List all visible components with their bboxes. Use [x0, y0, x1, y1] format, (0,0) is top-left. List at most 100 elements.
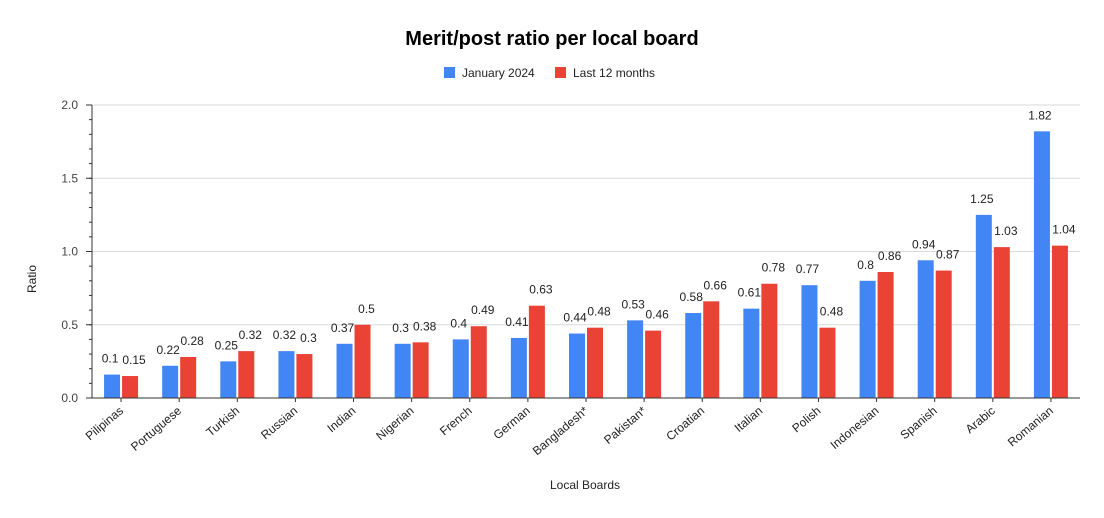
x-tick-label-indian: Indian — [324, 404, 358, 436]
x-tick-label-nigerian: Nigerian — [373, 404, 416, 443]
y-tick-label: 1.5 — [61, 171, 78, 185]
data-label-last-12-months-spanish: 0.87 — [936, 248, 960, 262]
data-label-january-2024-nigerian: 0.3 — [392, 321, 409, 335]
bar-last-12-months-italian — [761, 283, 778, 398]
y-tick-label: 0.0 — [61, 391, 78, 405]
bar-january-2024-indian — [336, 343, 353, 398]
data-label-january-2024-german: 0.41 — [505, 315, 529, 329]
data-label-last-12-months-indonesian: 0.86 — [878, 249, 902, 263]
data-label-last-12-months-indian: 0.5 — [358, 302, 375, 316]
bar-january-2024-italian — [743, 308, 760, 398]
x-tick-label-romanian: Romanian — [1005, 404, 1056, 450]
bar-last-12-months-turkish — [238, 351, 255, 398]
data-label-last-12-months-russian: 0.3 — [300, 331, 317, 345]
x-tick-label-pilipinas: Pilipinas — [83, 404, 126, 443]
data-label-last-12-months-bangladesh: 0.48 — [587, 305, 611, 319]
bar-last-12-months-nigerian — [412, 342, 429, 398]
data-label-january-2024-russian: 0.32 — [273, 328, 297, 342]
bar-january-2024-romanian — [1033, 131, 1050, 398]
bar-january-2024-turkish — [220, 361, 237, 398]
bar-last-12-months-polish — [819, 327, 836, 398]
x-tick-label-russian: Russian — [258, 404, 300, 443]
data-label-january-2024-arabic: 1.25 — [970, 192, 994, 206]
data-label-january-2024-polish: 0.77 — [796, 262, 820, 276]
bar-january-2024-arabic — [975, 214, 992, 398]
data-label-january-2024-italian: 0.61 — [738, 286, 762, 300]
bar-january-2024-indonesian — [859, 280, 876, 398]
y-tick-label: 2.0 — [61, 98, 78, 112]
x-tick-label-turkish: Turkish — [203, 404, 242, 440]
x-tick-label-italian: Italian — [732, 404, 766, 435]
bar-january-2024-nigerian — [394, 343, 411, 398]
legend: January 2024 Last 12 months — [444, 66, 655, 80]
bar-last-12-months-french — [470, 326, 487, 398]
bar-last-12-months-bangladesh — [587, 327, 603, 398]
bar-january-2024-bangladesh — [569, 333, 585, 398]
data-label-january-2024-turkish: 0.25 — [215, 338, 239, 352]
data-label-january-2024-indian: 0.37 — [331, 321, 355, 335]
data-labels: 0.1 0.150.220.28 0.250.32 0.32 0.30.370.50.3… — [102, 108, 1076, 367]
data-label-last-12-months-portuguese: 0.28 — [180, 334, 204, 348]
data-label-last-12-months-arabic: 1.03 — [994, 224, 1018, 238]
data-label-january-2024-french: 0.4 — [450, 316, 467, 330]
bar-last-12-months-indian — [354, 324, 371, 398]
data-label-last-12-months-french: 0.49 — [471, 303, 495, 317]
legend-label-last-12-months: Last 12 months — [573, 66, 655, 80]
x-tick-label-french: French — [437, 404, 475, 439]
bar-last-12-months-croatian — [703, 301, 720, 398]
y-axis-ticks: 0.0 0.5 1.0 1.5 2.0 — [61, 98, 92, 405]
data-label-january-2024-romanian: 1.82 — [1028, 108, 1052, 122]
data-label-last-12-months-romanian: 1.04 — [1052, 223, 1076, 237]
data-label-last-12-months-german: 0.63 — [529, 283, 553, 297]
bar-january-2024-pakistan — [627, 320, 644, 398]
data-label-last-12-months-pilipinas: 0.15 — [122, 353, 146, 367]
bar-last-12-months-russian — [296, 354, 313, 398]
data-label-january-2024-croatian: 0.58 — [680, 290, 704, 304]
data-label-january-2024-indonesian: 0.8 — [857, 258, 874, 272]
bar-last-12-months-pilipinas — [122, 376, 139, 398]
bar-last-12-months-arabic — [993, 247, 1010, 398]
bar-last-12-months-spanish — [935, 270, 952, 398]
data-label-january-2024-spanish: 0.94 — [912, 237, 936, 251]
bar-january-2024-german — [510, 337, 527, 398]
bar-last-12-months-portuguese — [180, 356, 197, 398]
data-label-last-12-months-nigerian: 0.38 — [413, 319, 437, 333]
x-axis-title: Local Boards — [550, 478, 620, 492]
x-tick-label-croatian: Croatian — [663, 404, 707, 444]
data-label-january-2024-pilipinas: 0.1 — [102, 352, 119, 366]
x-tick-label-spanish: Spanish — [897, 404, 939, 443]
legend-swatch-last-12-months — [555, 67, 566, 78]
chart-title: Merit/post ratio per local board — [405, 28, 698, 50]
data-label-january-2024-bangladesh: 0.44 — [563, 311, 587, 325]
x-axis-ticks: Pilipinas Portuguese Turkish Russian Indian N… — [83, 398, 1056, 458]
bars — [104, 131, 1068, 398]
legend-swatch-january-2024 — [444, 67, 455, 78]
data-label-january-2024-pakistan: 0.53 — [621, 297, 645, 311]
data-label-january-2024-portuguese: 0.22 — [156, 343, 180, 357]
bar-january-2024-polish — [801, 285, 818, 398]
data-label-last-12-months-turkish: 0.32 — [239, 328, 263, 342]
x-tick-label-portuguese: Portuguese — [128, 403, 184, 453]
bar-january-2024-pilipinas — [104, 374, 121, 398]
data-label-last-12-months-polish: 0.48 — [820, 305, 844, 319]
x-tick-label-arabic: Arabic — [963, 404, 998, 437]
gridlines — [92, 104, 1080, 326]
x-tick-label-bangladesh: Bangladesh* — [530, 403, 591, 458]
data-label-last-12-months-croatian: 0.66 — [704, 278, 728, 292]
y-axis-title: Ratio — [25, 265, 39, 293]
bar-january-2024-portuguese — [162, 365, 179, 398]
bar-last-12-months-pakistan — [645, 330, 662, 398]
bar-january-2024-russian — [278, 351, 295, 398]
bar-january-2024-french — [452, 339, 469, 398]
y-tick-label: 1.0 — [61, 245, 78, 259]
x-tick-label-indonesian: Indonesian — [828, 404, 882, 452]
data-label-last-12-months-italian: 0.78 — [762, 261, 786, 275]
x-tick-label-polish: Polish — [789, 404, 823, 436]
y-tick-label: 0.5 — [61, 318, 78, 332]
bar-last-12-months-romanian — [1051, 245, 1068, 398]
x-tick-label-pakistan: Pakistan* — [601, 403, 649, 447]
bar-january-2024-spanish — [917, 260, 934, 398]
legend-label-january-2024: January 2024 — [462, 66, 535, 80]
